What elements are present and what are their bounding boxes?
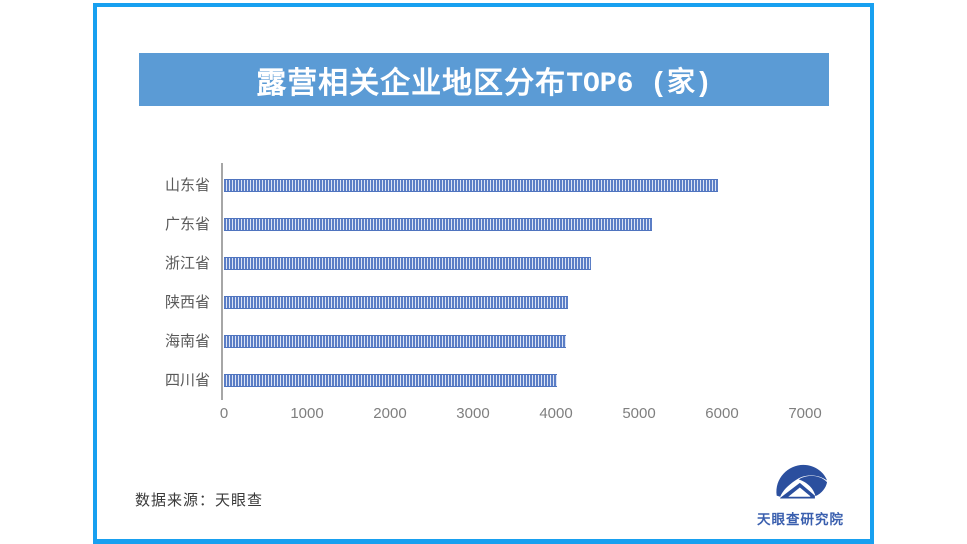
tianyancha-logo-icon [775,464,827,499]
x-axis: 0 1000 2000 3000 4000 5000 6000 7000 [220,405,822,425]
x-tick-label: 1000 [290,405,324,422]
category-label: 海南省 [164,333,210,350]
category-label: 浙江省 [164,255,210,272]
bar-shaanxi [224,296,569,309]
chart-title-text: 露营相关企业地区分布 [256,66,567,100]
chart-title-banner: 露营相关企业地区分布 TOP6 (家) [139,53,829,106]
y-axis-line [221,163,223,391]
chart-title-suffix: TOP6 (家) [566,68,712,100]
x-tick-label: 2000 [373,405,407,422]
data-source-note: 数据来源：天眼查 [135,492,264,509]
tianyancha-research-logo: 天眼查研究院 [748,462,853,528]
x-tick-label: 4000 [539,405,573,422]
bar-zhejiang [224,257,591,270]
tianyancha-logo-text: 天眼查研究院 [757,512,844,527]
category-label: 山东省 [164,177,210,194]
category-label: 陕西省 [164,294,210,311]
x-tick-label: 6000 [705,405,739,422]
bar-guangdong [224,218,653,231]
x-tick-label: 7000 [788,405,822,422]
category-label: 广东省 [164,216,210,233]
bar-shandong [224,179,718,192]
x-axis-origin-tick [221,391,223,400]
x-tick-label: 3000 [456,405,490,422]
bar-sichuan [224,374,557,387]
plot-area [224,163,805,391]
category-label: 四川省 [164,372,210,389]
x-tick-label: 0 [219,405,229,422]
x-tick-label: 5000 [622,405,656,422]
bar-hainan [224,335,566,348]
